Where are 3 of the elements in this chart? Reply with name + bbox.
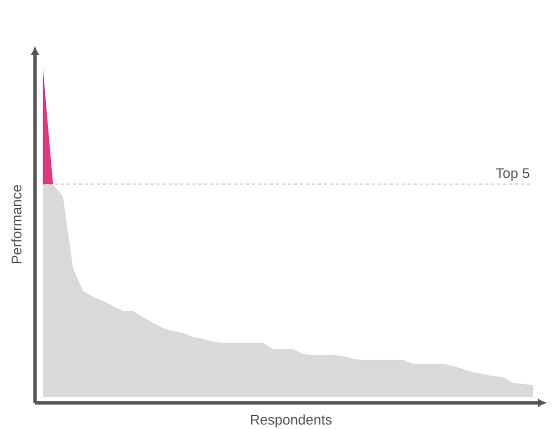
ref-line-label: Top 5 [496,168,530,181]
x-axis-title: Respondents [251,414,332,428]
y-axis-title: Performance [11,185,22,264]
